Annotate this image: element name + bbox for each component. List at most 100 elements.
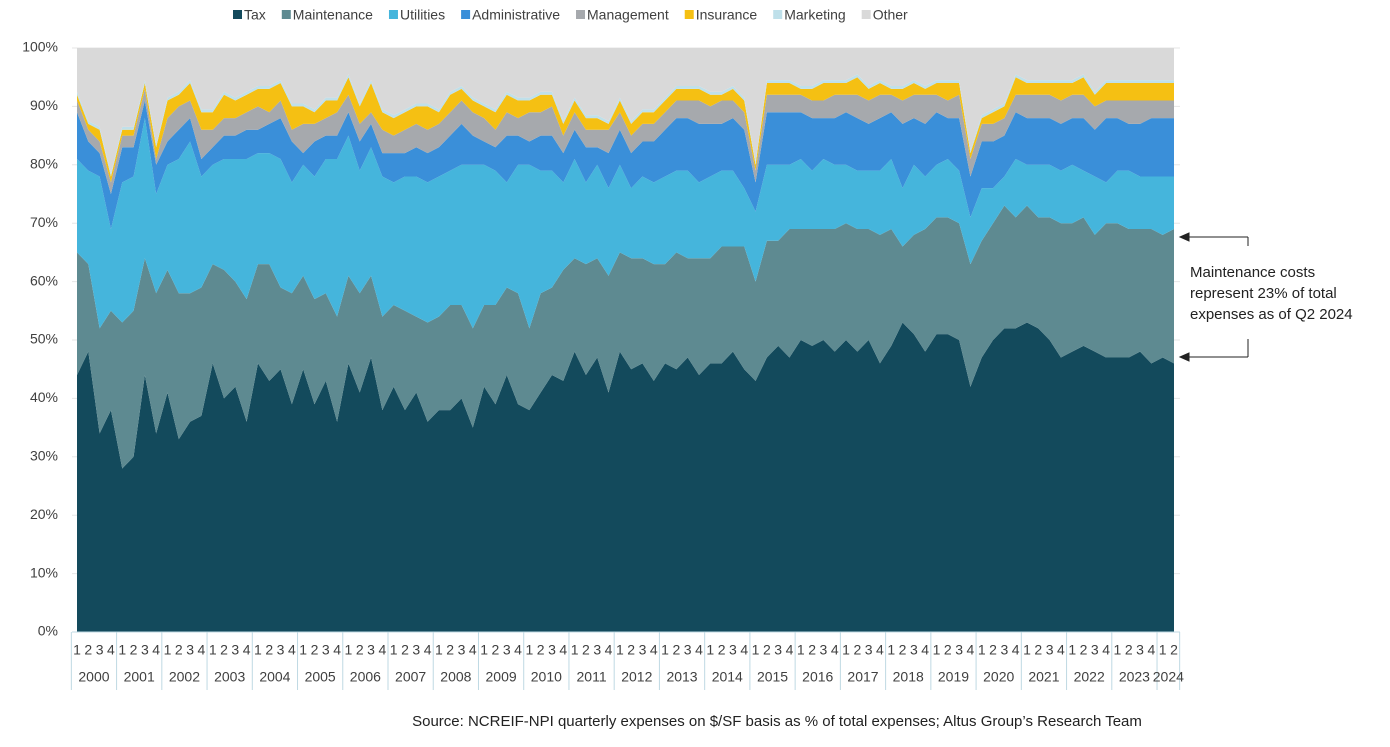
x-tick-label: 4	[1012, 642, 1020, 658]
x-tick-label: 1	[842, 642, 850, 658]
year-label: 2009	[486, 669, 517, 685]
x-tick-label: 4	[333, 642, 341, 658]
x-tick-label: 2	[265, 642, 273, 658]
x-tick-label: 1	[345, 642, 353, 658]
x-tick-label: 1	[1068, 642, 1076, 658]
year-label: 2017	[847, 669, 878, 685]
x-tick-label: 3	[322, 642, 330, 658]
y-tick-label: 50%	[30, 331, 58, 347]
x-tick-label: 2	[627, 642, 635, 658]
x-tick-label: 3	[1091, 642, 1099, 658]
x-tick-label: 3	[367, 642, 375, 658]
x-tick-label: 3	[96, 642, 104, 658]
y-tick-label: 10%	[30, 564, 58, 580]
x-tick-label: 3	[503, 642, 511, 658]
year-label: 2021	[1028, 669, 1059, 685]
x-tick-label: 2	[672, 642, 680, 658]
x-tick-label: 4	[695, 642, 703, 658]
arrowhead	[1178, 232, 1190, 242]
legend-label: Tax	[244, 7, 266, 23]
legend-label: Utilities	[400, 7, 445, 23]
x-tick-label: 4	[424, 642, 432, 658]
area	[77, 205, 1174, 469]
legend-label: Management	[587, 7, 669, 23]
x-tick-label: 2	[1080, 642, 1088, 658]
legend-swatch	[861, 10, 871, 19]
x-tick-label: 1	[571, 642, 579, 658]
x-tick-label: 1	[480, 642, 488, 658]
year-label: 2015	[757, 669, 788, 685]
x-tick-label: 1	[164, 642, 172, 658]
x-tick-label: 1	[1159, 642, 1167, 658]
year-label: 2004	[259, 669, 290, 685]
x-tick-label: 2	[853, 642, 861, 658]
annotation: expenses as of Q2 2024	[1190, 306, 1353, 323]
x-tick-label: 2	[446, 642, 454, 658]
x-tick-label: 4	[514, 642, 522, 658]
area	[77, 74, 1174, 177]
year-label: 2024	[1153, 669, 1184, 685]
x-tick-label: 1	[661, 642, 669, 658]
x-tick-label: 2	[944, 642, 952, 658]
x-tick-label: 3	[458, 642, 466, 658]
x-tick-label: 1	[299, 642, 307, 658]
x-tick-label: 3	[412, 642, 420, 658]
annotation: represent 23% of total	[1190, 285, 1337, 302]
x-tick-label: 1	[390, 642, 398, 658]
y-tick-label: 70%	[30, 214, 58, 230]
legend-swatch	[388, 10, 398, 19]
x-tick-label: 4	[786, 642, 794, 658]
source: Source: NCREIF-NPI quarterly expenses on…	[412, 713, 1142, 730]
legend-swatch	[684, 10, 694, 19]
x-tick-label: 4	[152, 642, 160, 658]
area	[77, 48, 1174, 174]
year-label: 2014	[712, 669, 743, 685]
y-tick-label: 0%	[38, 623, 58, 639]
x-tick-label: 2	[130, 642, 138, 658]
year-label: 2012	[621, 669, 652, 685]
x-tick-label: 3	[1000, 642, 1008, 658]
x-tick-label: 1	[1114, 642, 1122, 658]
legend-label: Other	[873, 7, 908, 23]
year-label: 2022	[1074, 669, 1105, 685]
x-tick-label: 4	[107, 642, 115, 658]
x-tick-label: 2	[1170, 642, 1178, 658]
x-tick-label: 1	[209, 642, 217, 658]
x-tick-label: 3	[639, 642, 647, 658]
x-tick-label: 3	[1136, 642, 1144, 658]
x-tick-label: 2	[582, 642, 590, 658]
x-tick-label: 2	[763, 642, 771, 658]
x-tick-label: 2	[175, 642, 183, 658]
year-label: 2023	[1119, 669, 1150, 685]
legend-swatch	[576, 10, 586, 19]
legend-label: Administrative	[472, 7, 560, 23]
x-tick-label: 4	[378, 642, 386, 658]
year-label: 2002	[169, 669, 200, 685]
x-tick-label: 3	[955, 642, 963, 658]
x-tick-label: 2	[401, 642, 409, 658]
x-tick-label: 1	[1023, 642, 1031, 658]
y-tick-label: 20%	[30, 506, 58, 522]
x-tick-label: 1	[525, 642, 533, 658]
x-tick-label: 4	[831, 642, 839, 658]
x-tick-label: 1	[752, 642, 760, 658]
area	[77, 77, 1174, 183]
x-tick-label: 2	[311, 642, 319, 658]
area	[77, 88, 1174, 194]
area	[77, 322, 1174, 632]
x-tick-label: 3	[548, 642, 556, 658]
x-tick-label: 3	[729, 642, 737, 658]
x-tick-label: 3	[277, 642, 285, 658]
x-tick-label: 2	[84, 642, 92, 658]
area	[77, 118, 1174, 329]
x-tick-label: 3	[865, 642, 873, 658]
annotation-arrows	[1178, 232, 1249, 362]
year-label: 2020	[983, 669, 1014, 685]
x-tick-label: 4	[559, 642, 567, 658]
legend-label: Insurance	[696, 7, 758, 23]
year-label: 2019	[938, 669, 969, 685]
x-tick-label: 3	[231, 642, 239, 658]
axes: 0%10%20%30%40%50%60%70%80%90%100%1 2 3 4 1 2 3…	[22, 39, 1184, 690]
x-tick-label: 4	[650, 642, 658, 658]
